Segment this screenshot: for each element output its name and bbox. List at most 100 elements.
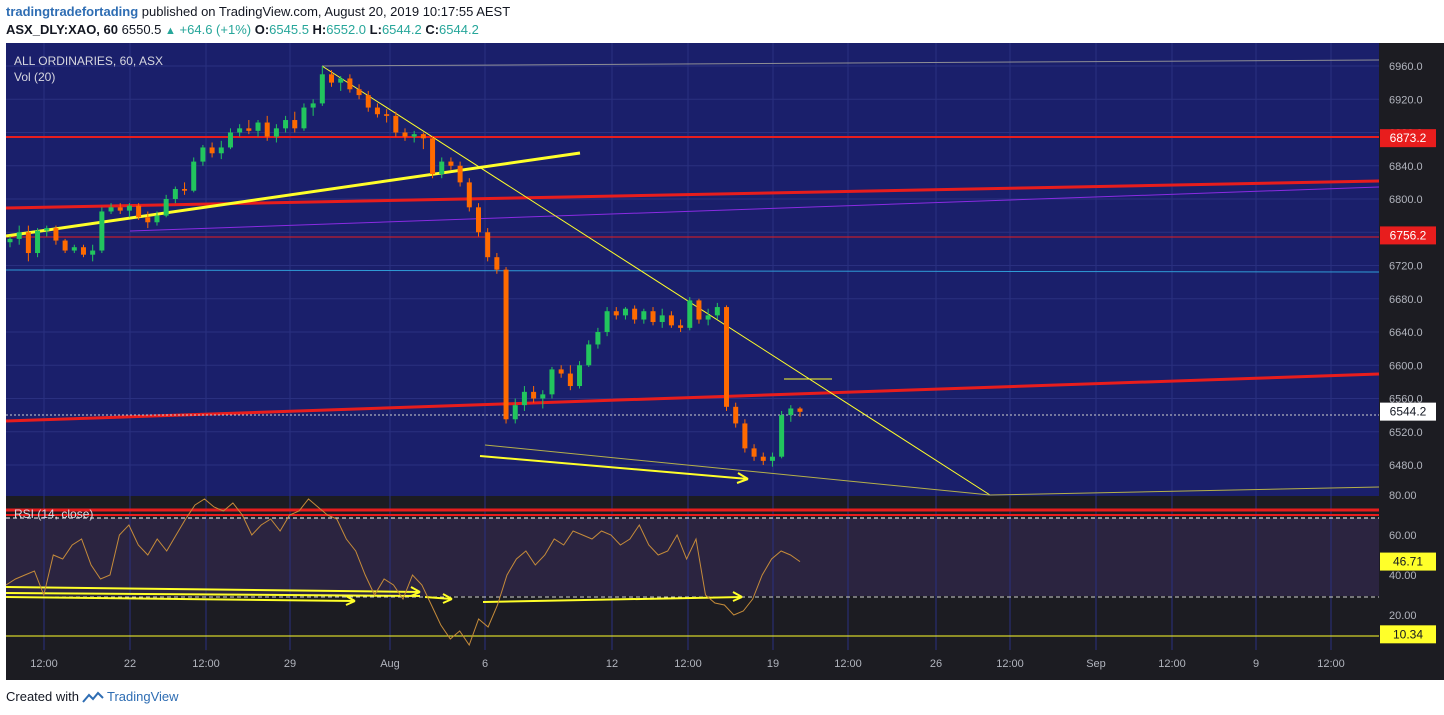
price-label-bg xyxy=(1380,552,1436,571)
price-tick-label: 6680.0 xyxy=(1389,294,1423,306)
candle xyxy=(668,311,674,328)
candle-body xyxy=(62,240,68,251)
candle xyxy=(182,182,188,195)
candle-body xyxy=(531,391,537,399)
candle xyxy=(613,307,619,320)
candle-body xyxy=(338,78,344,83)
time-tick-label: 12:00 xyxy=(996,658,1024,670)
candles xyxy=(7,66,803,467)
publisher-username[interactable]: tradingtradefortading xyxy=(6,4,139,19)
candle-body xyxy=(659,315,665,323)
candle xyxy=(365,90,371,112)
rsi-tick-label: 40.00 xyxy=(1389,570,1417,582)
candle xyxy=(705,308,711,326)
candle-body xyxy=(521,391,527,406)
candle-body xyxy=(586,344,592,366)
candle-body xyxy=(705,315,711,320)
candle-body xyxy=(90,250,96,255)
candle xyxy=(154,211,160,226)
footer: Created with TradingView xyxy=(6,689,179,704)
candle-body xyxy=(16,232,22,239)
candle xyxy=(439,157,445,179)
candle-body xyxy=(7,238,13,243)
candle xyxy=(218,140,224,160)
time-axis-bg xyxy=(6,650,1444,680)
candle xyxy=(172,186,178,204)
candle xyxy=(475,203,481,237)
price-label-badge: 6873.2 xyxy=(1380,129,1436,148)
price-tick-label: 6920.0 xyxy=(1389,94,1423,106)
rsi-title: RSI (14, close) xyxy=(14,507,93,521)
candle-body xyxy=(108,207,114,212)
candle-body xyxy=(126,205,132,211)
candle-body xyxy=(457,165,463,183)
candle-body xyxy=(172,189,178,199)
candle-body xyxy=(301,107,307,129)
candle-body xyxy=(53,228,59,241)
tradingview-brand-link[interactable]: TradingView xyxy=(106,689,179,704)
price-label-text: 46.71 xyxy=(1393,555,1423,569)
candle xyxy=(136,203,142,220)
top-channel-line xyxy=(321,59,1380,67)
price-tick-label: 6960.0 xyxy=(1389,61,1423,73)
price-tick-label: 6840.0 xyxy=(1389,161,1423,173)
time-tick-label: 12 xyxy=(606,658,618,670)
candle-body xyxy=(80,247,86,255)
price-tick-label: 6800.0 xyxy=(1389,194,1423,206)
candle-body xyxy=(329,74,335,83)
candle-body xyxy=(696,300,702,320)
candle-body xyxy=(365,95,371,108)
candle xyxy=(237,124,243,137)
low-value: 6544.2 xyxy=(381,22,422,37)
candle xyxy=(71,244,77,254)
price-tick-label: 6560.0 xyxy=(1389,394,1423,406)
candle-body xyxy=(393,115,399,133)
chart-canvas[interactable]: 6960.06920.06880.06840.06800.06760.06720… xyxy=(0,41,1444,683)
candle xyxy=(779,410,785,459)
rsi-arrow-4 xyxy=(424,596,453,600)
candle-body xyxy=(650,311,656,323)
candle-body xyxy=(356,89,362,96)
high-label: H: xyxy=(312,22,327,37)
candle-body xyxy=(71,247,77,251)
price-label-badge: 6756.2 xyxy=(1380,226,1436,245)
candle xyxy=(512,398,518,424)
candle xyxy=(90,244,96,262)
candle xyxy=(44,225,50,237)
time-tick-label: 12:00 xyxy=(192,658,220,670)
time-tick-label: 12:00 xyxy=(834,658,862,670)
close-value: 6544.2 xyxy=(439,22,479,37)
rsi-tick-label: 60.00 xyxy=(1389,530,1417,542)
candle xyxy=(494,253,500,274)
lower-wedge-tail xyxy=(989,486,1380,496)
candle xyxy=(622,307,628,320)
rsi-arrow-5 xyxy=(482,596,743,603)
candle-body xyxy=(163,199,169,216)
candle xyxy=(797,406,803,417)
candle-body xyxy=(439,161,445,175)
candle xyxy=(558,365,564,378)
candle xyxy=(7,236,13,248)
candle-body xyxy=(44,228,50,231)
candle xyxy=(724,305,730,411)
candle-body xyxy=(788,408,794,416)
price-label-text: 6873.2 xyxy=(1390,131,1427,145)
published-text: published on TradingView.com, August 20,… xyxy=(141,4,511,19)
candle xyxy=(145,211,151,229)
price-pane-bg xyxy=(6,43,1379,496)
candle-body xyxy=(475,207,481,233)
candle-body xyxy=(145,217,151,223)
low-label: L: xyxy=(369,22,382,37)
candle-body xyxy=(411,134,417,137)
candle xyxy=(393,111,399,137)
candle-body xyxy=(494,257,500,270)
time-tick-label: 12:00 xyxy=(1317,658,1345,670)
candle-body xyxy=(779,415,785,457)
price-tick-label: 6520.0 xyxy=(1389,427,1423,439)
candle-body xyxy=(760,456,766,461)
trend-drawings xyxy=(5,59,1380,496)
candle xyxy=(650,307,656,326)
candle xyxy=(687,297,693,331)
candle xyxy=(227,128,233,150)
candle xyxy=(53,225,59,245)
